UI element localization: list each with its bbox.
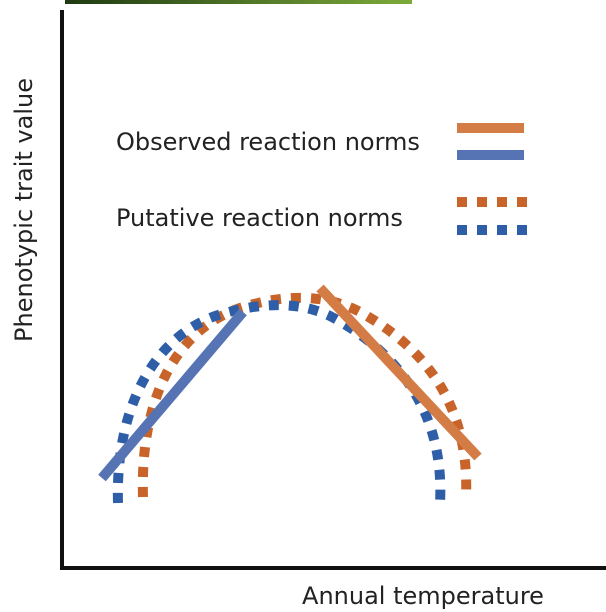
putative-norm-orange <box>137 292 472 498</box>
x-axis-label: Annual temperature <box>302 582 544 610</box>
legend-putative: Putative reaction norms <box>116 204 403 232</box>
y-axis-label: Phenotypic trait value <box>10 78 38 342</box>
top-bar <box>65 0 412 4</box>
observed-norm-orange <box>316 284 482 461</box>
observed-norm-blue <box>98 308 247 482</box>
legend-observed: Observed reaction norms <box>116 128 420 156</box>
